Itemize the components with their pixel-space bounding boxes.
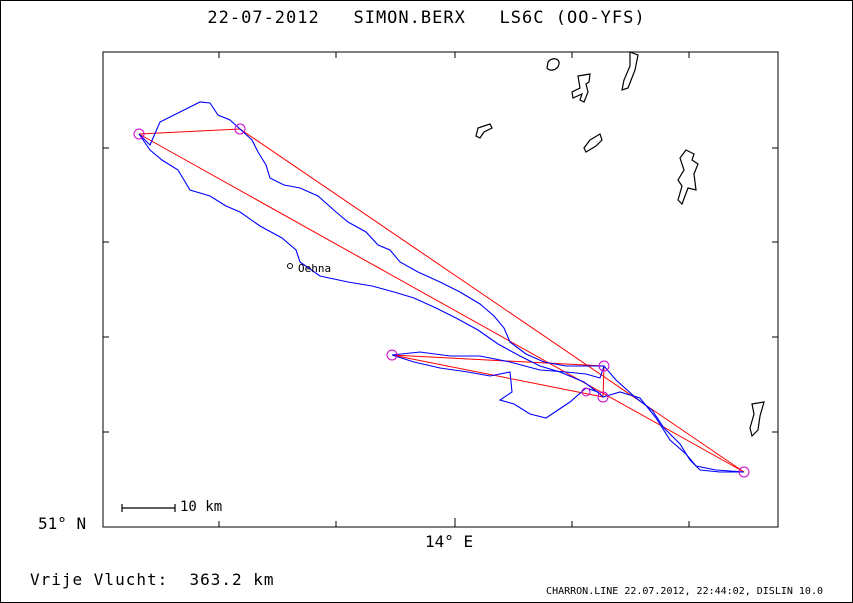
lake-outline [621, 51, 639, 91]
track-segment [391, 354, 604, 419]
place-label: Oehna [298, 262, 332, 275]
lake-outline [583, 133, 603, 153]
flight-track [138, 101, 745, 473]
glider-id: LS6C (OO-YFS) [499, 8, 646, 28]
footer-info: CHARRON.LINE 22.07.2012, 22:44:02, DISLI… [546, 586, 823, 597]
track-segment [602, 391, 745, 473]
longitude-label: 14° E [425, 532, 474, 551]
task-lines [138, 128, 745, 473]
turnpoint-marker [581, 387, 591, 397]
track-segment [138, 133, 604, 398]
flight-distance: 363.2 km [189, 570, 275, 589]
flight-title: 22-07-2012 SIMON.BERX LS6C (OO-YFS) [0, 8, 853, 28]
axis-ticks [103, 52, 778, 527]
flight-date: 22-07-2012 [207, 8, 320, 28]
lake-outline [677, 149, 699, 206]
turnpoint-marker [738, 466, 750, 478]
turnpoint-marker [133, 128, 145, 140]
scale-bar-label: 10 km [180, 499, 223, 515]
latitude-label: 51° N [38, 514, 87, 533]
map-plot-area [102, 51, 779, 528]
task-triangle [138, 128, 745, 473]
turnpoint-marker [597, 391, 609, 403]
turnpoints [133, 123, 750, 478]
lake-outline [475, 123, 493, 139]
turnpoint-marker [386, 349, 398, 361]
turnpoint-marker [598, 360, 610, 372]
track-segment [391, 351, 605, 379]
scale-bar [121, 504, 176, 512]
task-triangle [391, 354, 605, 398]
flight-result-label: Vrije Vlucht: [30, 570, 169, 589]
place-marker [287, 263, 293, 269]
lake-outline [546, 58, 560, 71]
track-segment [138, 101, 744, 473]
lake-outline [571, 73, 591, 103]
pilot-name: SIMON.BERX [353, 8, 466, 28]
flight-result: Vrije Vlucht: 363.2 km [30, 570, 275, 589]
turnpoint-marker [234, 123, 246, 135]
water-outlines [475, 51, 765, 438]
lake-outline [749, 401, 765, 438]
